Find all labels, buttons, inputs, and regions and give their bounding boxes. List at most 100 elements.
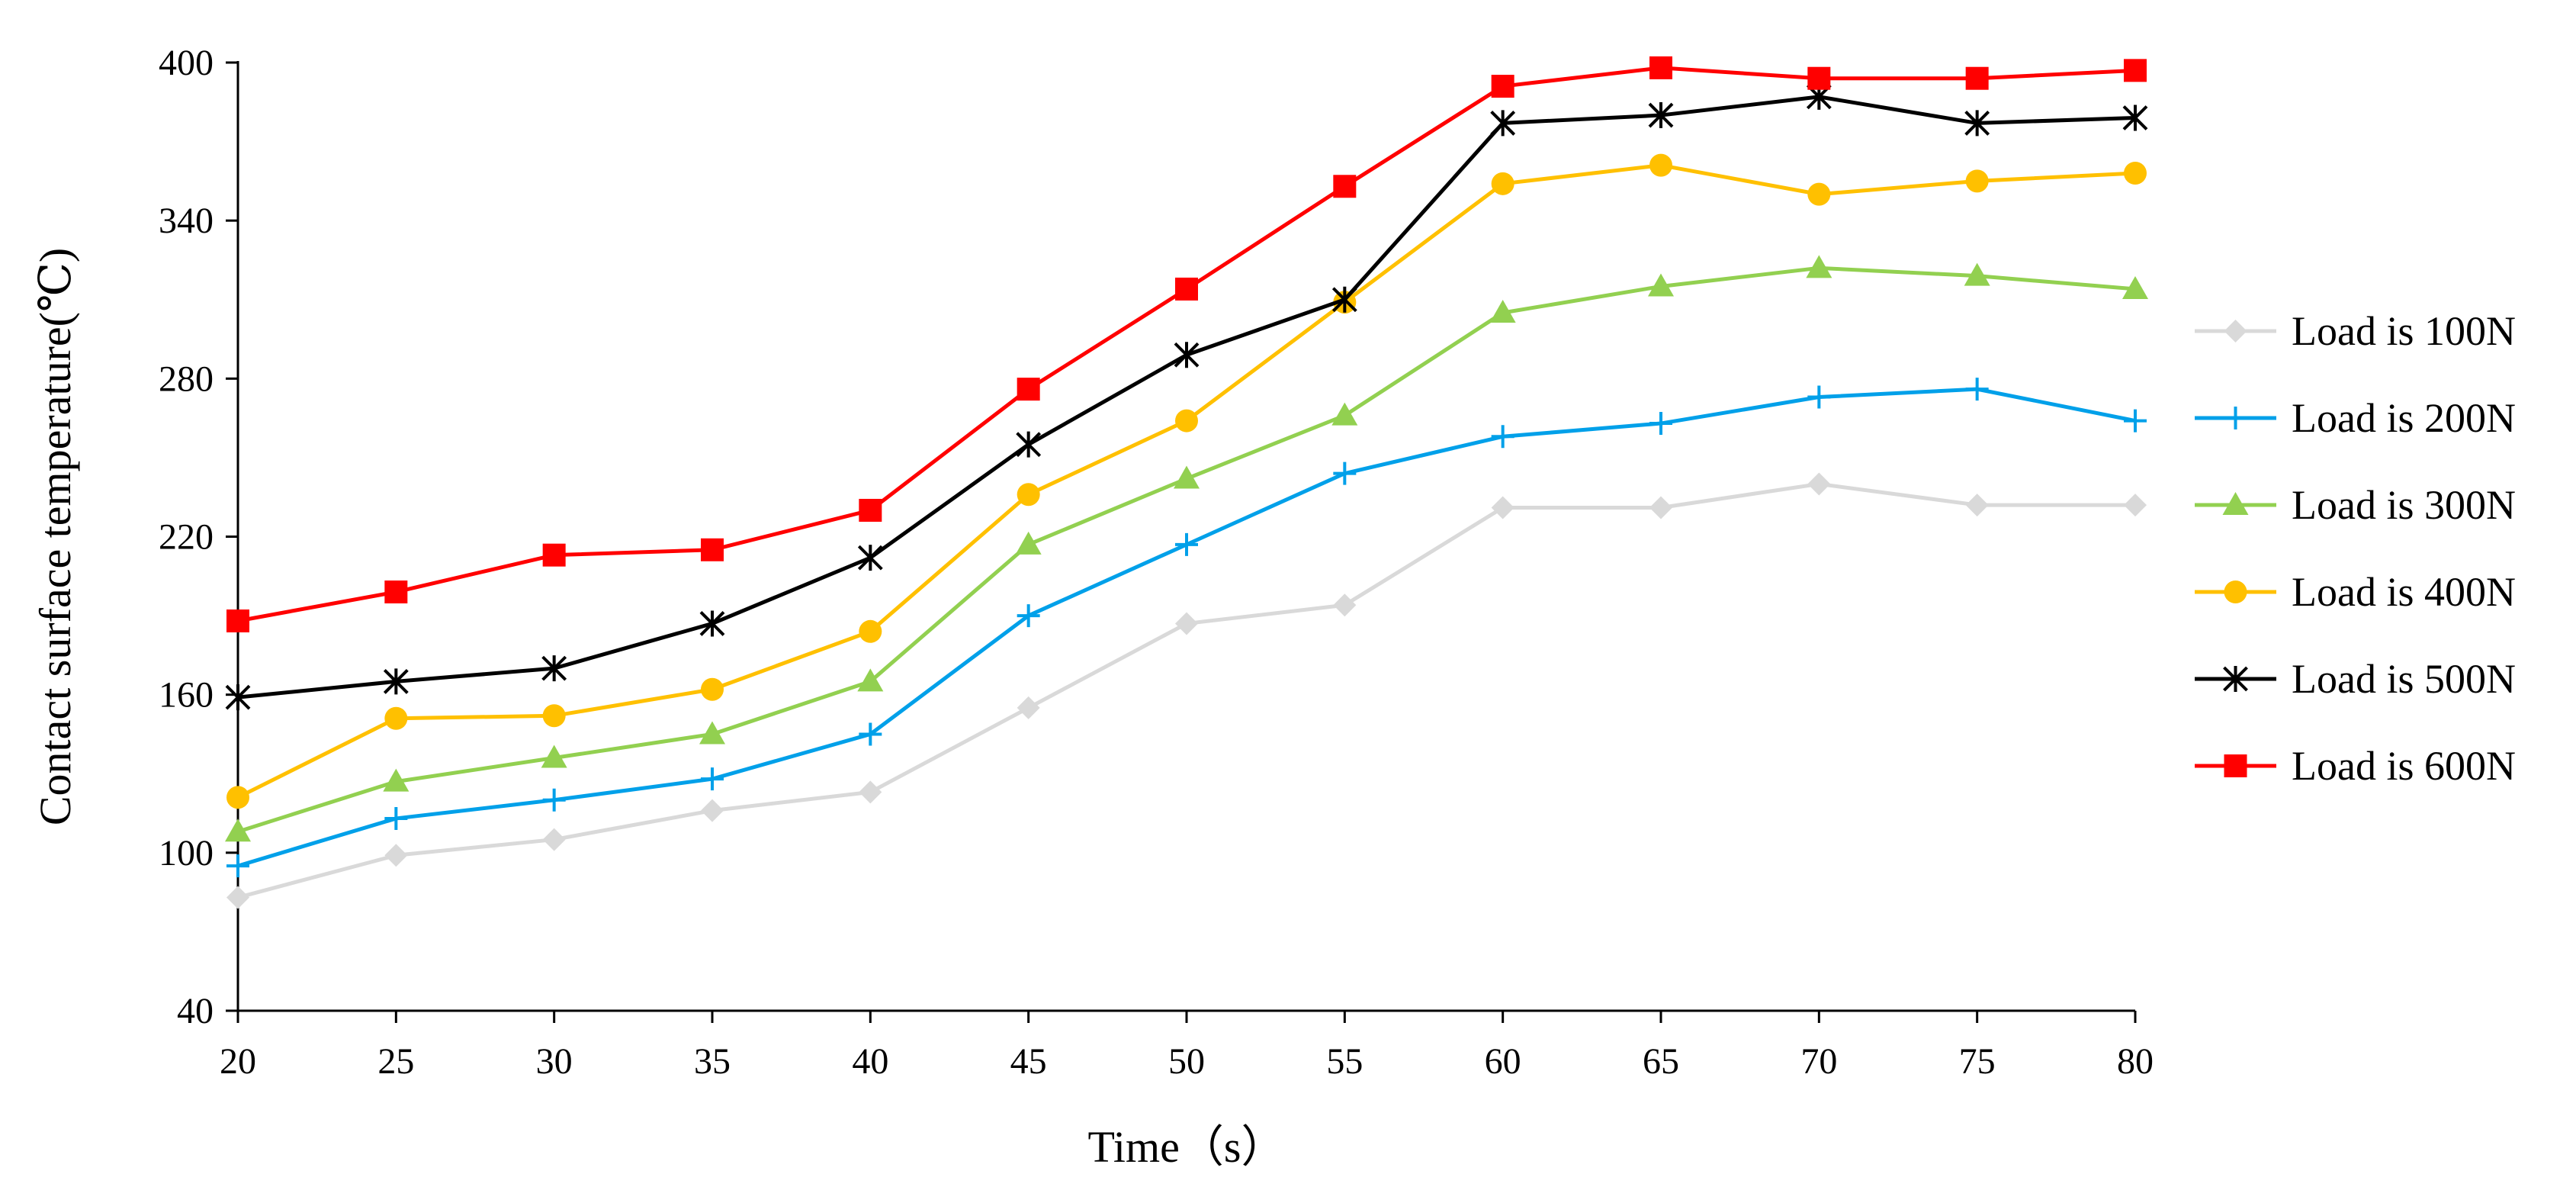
data-point: [1333, 462, 1357, 485]
data-point: [1965, 378, 1989, 401]
legend-marker: [2224, 754, 2247, 777]
data-point: [226, 786, 249, 809]
data-point: [226, 854, 249, 878]
data-point: [2124, 59, 2147, 82]
axis-ticks: 40 100 160 220 280 340 400 20 25 30 35 40 45 50 55 60 65…: [159, 43, 2154, 1082]
data-point: [1489, 300, 1516, 323]
legend-marker: [2224, 407, 2247, 429]
data-point: [1491, 75, 1514, 98]
data-point: [701, 799, 724, 822]
data-point: [1965, 494, 1989, 517]
legend-marker: [2223, 666, 2248, 692]
data-point: [541, 745, 567, 768]
series-load-is-500n: [225, 83, 2148, 711]
data-point: [1649, 412, 1672, 436]
data-point: [542, 543, 566, 567]
data-point: [1333, 593, 1357, 617]
data-point: [1331, 402, 1358, 426]
y-tick-label: 340: [159, 201, 214, 241]
x-tick-label: 20: [220, 1041, 256, 1082]
data-point: [1015, 531, 1042, 555]
y-tick-label: 100: [159, 833, 214, 873]
chart-legend: Load is 100N Load is 200N Load is 300N Load…: [2195, 308, 2516, 789]
data-point: [2122, 275, 2148, 299]
legend-entry: Load is 600N: [2195, 743, 2516, 789]
data-point: [542, 828, 566, 851]
legend-marker: [2224, 581, 2247, 603]
data-point: [1807, 472, 1831, 496]
legend-entry: Load is 400N: [2195, 569, 2516, 615]
data-point: [384, 706, 408, 730]
data-point: [541, 655, 567, 682]
data-point: [1174, 342, 1200, 368]
data-point: [1965, 66, 1989, 90]
data-point: [384, 806, 408, 830]
y-tick-label: 220: [159, 517, 214, 558]
y-tick-label: 400: [159, 43, 214, 83]
series-layer: [225, 56, 2148, 909]
series-load-is-200n: [226, 378, 2147, 878]
legend-label: Load is 300N: [2292, 482, 2516, 528]
data-point: [857, 668, 884, 692]
data-point: [226, 886, 249, 909]
legend-entry: Load is 100N: [2195, 308, 2516, 354]
series-load-is-100n: [226, 472, 2147, 909]
data-point: [1649, 153, 1672, 177]
data-point: [1491, 172, 1514, 195]
data-point: [225, 684, 251, 711]
data-point: [859, 619, 882, 643]
data-point: [1649, 496, 1672, 519]
data-point: [1175, 277, 1198, 301]
series-load-is-400n: [226, 153, 2147, 809]
legend-entry: Load is 200N: [2195, 395, 2516, 441]
x-tick-label: 70: [1800, 1041, 1837, 1082]
data-point: [225, 819, 251, 842]
y-tick-label: 280: [159, 359, 214, 399]
legend-marker: [2224, 320, 2247, 343]
data-point: [699, 610, 725, 637]
data-point: [1017, 483, 1040, 507]
x-tick-label: 30: [536, 1041, 573, 1082]
x-tick-label: 75: [1959, 1041, 1996, 1082]
data-point: [701, 677, 724, 701]
data-point: [1649, 56, 1672, 79]
data-point: [1016, 431, 1042, 458]
data-point: [2124, 162, 2147, 185]
data-point: [1648, 273, 1674, 297]
data-point: [1491, 425, 1514, 449]
legend-marker: [2222, 492, 2249, 515]
data-point: [1965, 169, 1989, 193]
legend-label: Load is 600N: [2292, 743, 2516, 789]
data-point: [1806, 255, 1832, 278]
data-point: [859, 722, 882, 746]
series-load-is-300n: [225, 255, 2148, 842]
data-point: [859, 498, 882, 522]
data-point: [1174, 465, 1200, 489]
data-point: [1964, 262, 1990, 286]
x-tick-label: 45: [1010, 1041, 1047, 1082]
y-tick-label: 40: [177, 991, 214, 1031]
data-point: [542, 704, 566, 728]
x-tick-label: 35: [694, 1041, 731, 1082]
legend-label: Load is 200N: [2292, 395, 2516, 441]
x-axis-title: Time（s）: [1088, 1122, 1286, 1172]
data-point: [859, 780, 882, 804]
y-axis-title: Contact surface temperature(℃): [31, 248, 80, 825]
data-point: [1175, 532, 1198, 556]
data-point: [2124, 494, 2147, 517]
data-point: [1807, 66, 1831, 90]
x-tick-label: 65: [1643, 1041, 1679, 1082]
data-point: [699, 721, 725, 745]
legend-label: Load is 500N: [2292, 656, 2516, 702]
data-point: [1964, 110, 1990, 137]
data-point: [1331, 286, 1357, 313]
data-point: [2124, 409, 2147, 433]
data-point: [1175, 409, 1198, 433]
y-tick-label: 160: [159, 675, 214, 716]
legend-entry: Load is 300N: [2195, 482, 2516, 528]
data-point: [1175, 612, 1198, 635]
legend-label: Load is 100N: [2292, 308, 2516, 354]
data-point: [857, 545, 883, 571]
x-tick-label: 40: [852, 1041, 888, 1082]
